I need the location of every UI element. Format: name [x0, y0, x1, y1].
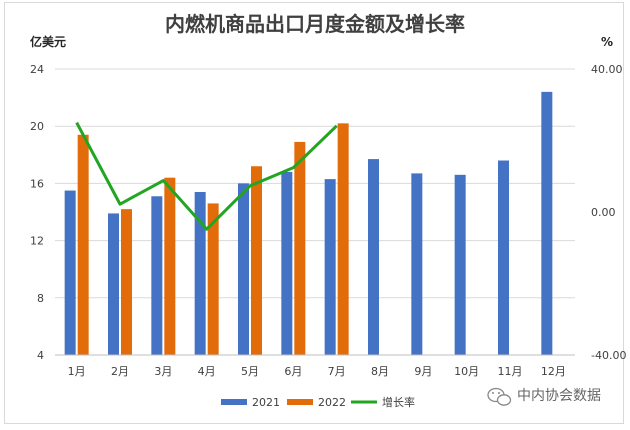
- legend-swatch-2021: [221, 399, 247, 405]
- bar-2022-5: [251, 166, 262, 355]
- bar-2021-2: [108, 213, 119, 355]
- right-tick-label: 40.00: [591, 63, 623, 76]
- left-tick-label: 8: [37, 292, 44, 305]
- bar-2021-7: [324, 179, 336, 355]
- category-label: 12月: [541, 365, 566, 378]
- category-label: 4月: [198, 365, 216, 378]
- bar-2021-4: [194, 191, 206, 355]
- category-label: 2月: [111, 365, 129, 378]
- legend-label: 2022: [318, 396, 346, 409]
- bar-2021-3: [151, 196, 163, 355]
- growth-rate-line: [75, 121, 338, 231]
- category-label: 3月: [154, 365, 172, 378]
- left-tick-label: 24: [30, 63, 44, 76]
- category-labels: 1月 2月 3月 4月 5月 6月 7月 8月 9月 10月 11月 12月: [68, 365, 566, 378]
- category-label: 1月: [68, 365, 86, 378]
- chart-frame: [4, 2, 624, 424]
- bar-2021-1: [64, 190, 76, 355]
- bar-2021-12: [541, 91, 553, 355]
- bar-2021-5: [238, 183, 249, 355]
- bar-2022-7: [337, 123, 349, 355]
- left-tick-label: 16: [30, 177, 44, 190]
- bar-2021-6: [281, 171, 293, 355]
- watermark: 中内协会数据: [487, 387, 601, 406]
- left-axis-unit: 亿美元: [30, 34, 66, 49]
- category-label: 8月: [371, 365, 389, 378]
- gridlines: [55, 68, 575, 299]
- bar-2022-6: [294, 141, 306, 355]
- right-tick-labels: -40.00 0.00 40.00: [591, 63, 626, 362]
- left-tick-label: 12: [30, 235, 44, 248]
- bar-2021-8: [368, 159, 379, 355]
- category-label: 6月: [284, 365, 302, 378]
- left-tick-label: 20: [30, 120, 44, 133]
- bar-2022-2: [121, 209, 132, 355]
- watermark-text: 中内协会数据: [517, 388, 601, 404]
- growth-line: [75, 121, 338, 231]
- bar-2021-10: [454, 174, 466, 355]
- right-axis-unit: %: [601, 35, 613, 49]
- legend-swatch-2022: [287, 399, 313, 405]
- wechat-icon: [487, 387, 512, 406]
- bar-2021-11: [498, 160, 509, 355]
- category-label: 7月: [328, 365, 346, 378]
- chart-title: 内燃机商品出口月度金额及增长率: [165, 12, 465, 36]
- left-tick-label: 4: [37, 349, 44, 362]
- legend-label: 2021: [252, 396, 280, 409]
- bar-2022-3: [164, 177, 176, 355]
- right-tick-label: 0.00: [591, 206, 616, 219]
- category-label: 9月: [414, 365, 432, 378]
- category-label: 5月: [241, 365, 259, 378]
- bar-2022-4: [207, 203, 219, 355]
- bar-2021-9: [411, 173, 423, 355]
- right-tick-label: -40.00: [591, 349, 626, 362]
- left-tick-labels: 4 8 12 16 20 24: [30, 63, 44, 362]
- bars: [64, 91, 553, 355]
- category-label: 11月: [498, 365, 523, 378]
- legend-label: 增长率: [382, 395, 415, 409]
- legend: 2021 2022 增长率: [221, 395, 415, 409]
- category-label: 10月: [454, 365, 479, 378]
- bar-2022-1: [77, 134, 89, 355]
